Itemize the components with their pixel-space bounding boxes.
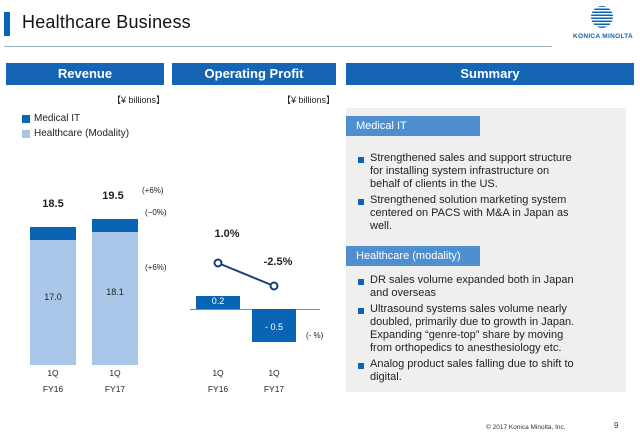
revenue-label-modality-fy16: 17.0 xyxy=(44,292,62,302)
bullet-icon xyxy=(358,157,364,163)
profit-change: (- %) xyxy=(306,331,324,340)
globe-icon xyxy=(591,6,613,28)
bullet-line: Strengthened sales and support structure xyxy=(370,152,572,164)
bullet-line: Analog product sales falling due to shif… xyxy=(370,358,574,370)
modality-tab: Healthcare (modality) xyxy=(346,246,480,266)
revenue-tick-fy16-line2: FY16 xyxy=(42,384,64,394)
profit-tick-fy17-line2: FY17 xyxy=(263,384,285,394)
footer-copyright: © 2017 Konica Minolta, Inc. xyxy=(486,424,566,431)
bullet-icon xyxy=(358,279,364,285)
margin-line-svg xyxy=(213,258,279,291)
bullet-line: DR sales volume expanded both in Japan xyxy=(370,274,574,286)
profit-label-fy17: - 0.5 xyxy=(264,322,283,332)
modality-change: (+6%) xyxy=(145,263,167,272)
revenue-total-fy17: 19.5 xyxy=(102,190,124,202)
profit-bar-fy17 xyxy=(252,309,296,342)
revenue-total-fy16: 18.5 xyxy=(42,198,64,210)
margin-label-fy17: -2.5% xyxy=(263,256,293,268)
margin-point-fy16 xyxy=(213,258,223,268)
logo-text: KONICA MINOLTA xyxy=(572,33,634,40)
revenue-tick-fy17-line2: FY17 xyxy=(104,384,126,394)
bullet-line: doubled, primarily due to growth in Japa… xyxy=(370,316,575,328)
modality-bullet-1: DR sales volume expanded both in Japan a… xyxy=(370,274,574,300)
page-title: Healthcare Business xyxy=(22,12,191,32)
revenue-bar-medical-it-fy17 xyxy=(92,218,138,233)
bullet-line: Expanding “genre-top” share by moving xyxy=(370,329,564,341)
bullet-icon xyxy=(358,308,364,314)
title-divider xyxy=(4,46,552,47)
revenue-tick-fy16-line1: 1Q xyxy=(47,368,59,378)
margin-label-fy16: 1.0% xyxy=(214,228,240,240)
legend-medical-it: Medical IT xyxy=(34,113,81,124)
profit-unit: 【¥ billions】 xyxy=(282,95,336,105)
bullet-icon xyxy=(358,199,364,205)
bullet-line: centered on PACS with M&A in Japan as xyxy=(370,207,569,219)
revenue-bar-modality-fy17 xyxy=(92,232,138,365)
summary-header: Summary xyxy=(346,63,634,85)
operating-profit-header: Operating Profit xyxy=(172,63,336,85)
profit-label-fy16: 0.2 xyxy=(211,296,225,306)
profit-tick-fy16-line2: FY16 xyxy=(207,384,229,394)
medical-it-change: (−0%) xyxy=(145,208,167,217)
legend-medical-it-swatch xyxy=(22,115,30,123)
legend-modality-swatch xyxy=(22,130,30,138)
revenue-bar-modality-fy16 xyxy=(30,240,76,365)
margin-point-fy17 xyxy=(269,281,279,291)
modality-bullet-2: Ultrasound systems sales volume nearly d… xyxy=(370,303,574,355)
revenue-total-change: (+6%) xyxy=(142,186,164,195)
konica-minolta-logo: KONICA MINOLTA xyxy=(571,6,635,46)
bullet-icon xyxy=(358,363,364,369)
bullet-line: well. xyxy=(370,220,393,232)
title-accent-bar xyxy=(4,12,10,36)
bullet-line: from orthopedics to anesthesiology etc. xyxy=(370,342,562,354)
bullet-line: Ultrasound systems sales volume nearly xyxy=(370,303,567,315)
revenue-unit: 【¥ billions】 xyxy=(112,95,166,105)
medical-it-bullet-2: Strengthened solution marketing system c… xyxy=(370,194,569,233)
profit-tick-fy17-line1: 1Q xyxy=(268,368,280,378)
medical-it-bullet-1: Strengthened sales and support structure… xyxy=(370,152,572,191)
revenue-label-medical-it-fy17: 1.5 xyxy=(108,206,122,216)
profit-bar-fy16 xyxy=(196,296,240,309)
page-number: 9 xyxy=(614,421,619,430)
profit-tick-fy16-line1: 1Q xyxy=(212,368,224,378)
bullet-line: Strengthened solution marketing system xyxy=(370,194,567,206)
bullet-line: digital. xyxy=(370,371,402,383)
revenue-label-medical-it-fy16: 1.5 xyxy=(46,213,60,223)
bullet-line: for installing system infrastructure on xyxy=(370,165,550,177)
revenue-bar-medical-it-fy16 xyxy=(30,227,76,241)
bullet-line: and overseas xyxy=(370,287,437,299)
margin-line xyxy=(217,262,275,287)
modality-bullet-3: Analog product sales falling due to shif… xyxy=(370,358,574,384)
revenue-tick-fy17-line1: 1Q xyxy=(109,368,121,378)
revenue-header: Revenue xyxy=(6,63,164,85)
bullet-line: behalf of clients in the US. xyxy=(370,178,498,190)
legend-modality: Healthcare (Modality) xyxy=(34,128,130,139)
revenue-label-modality-fy17: 18.1 xyxy=(106,287,124,297)
medical-it-tab: Medical IT xyxy=(346,116,480,136)
